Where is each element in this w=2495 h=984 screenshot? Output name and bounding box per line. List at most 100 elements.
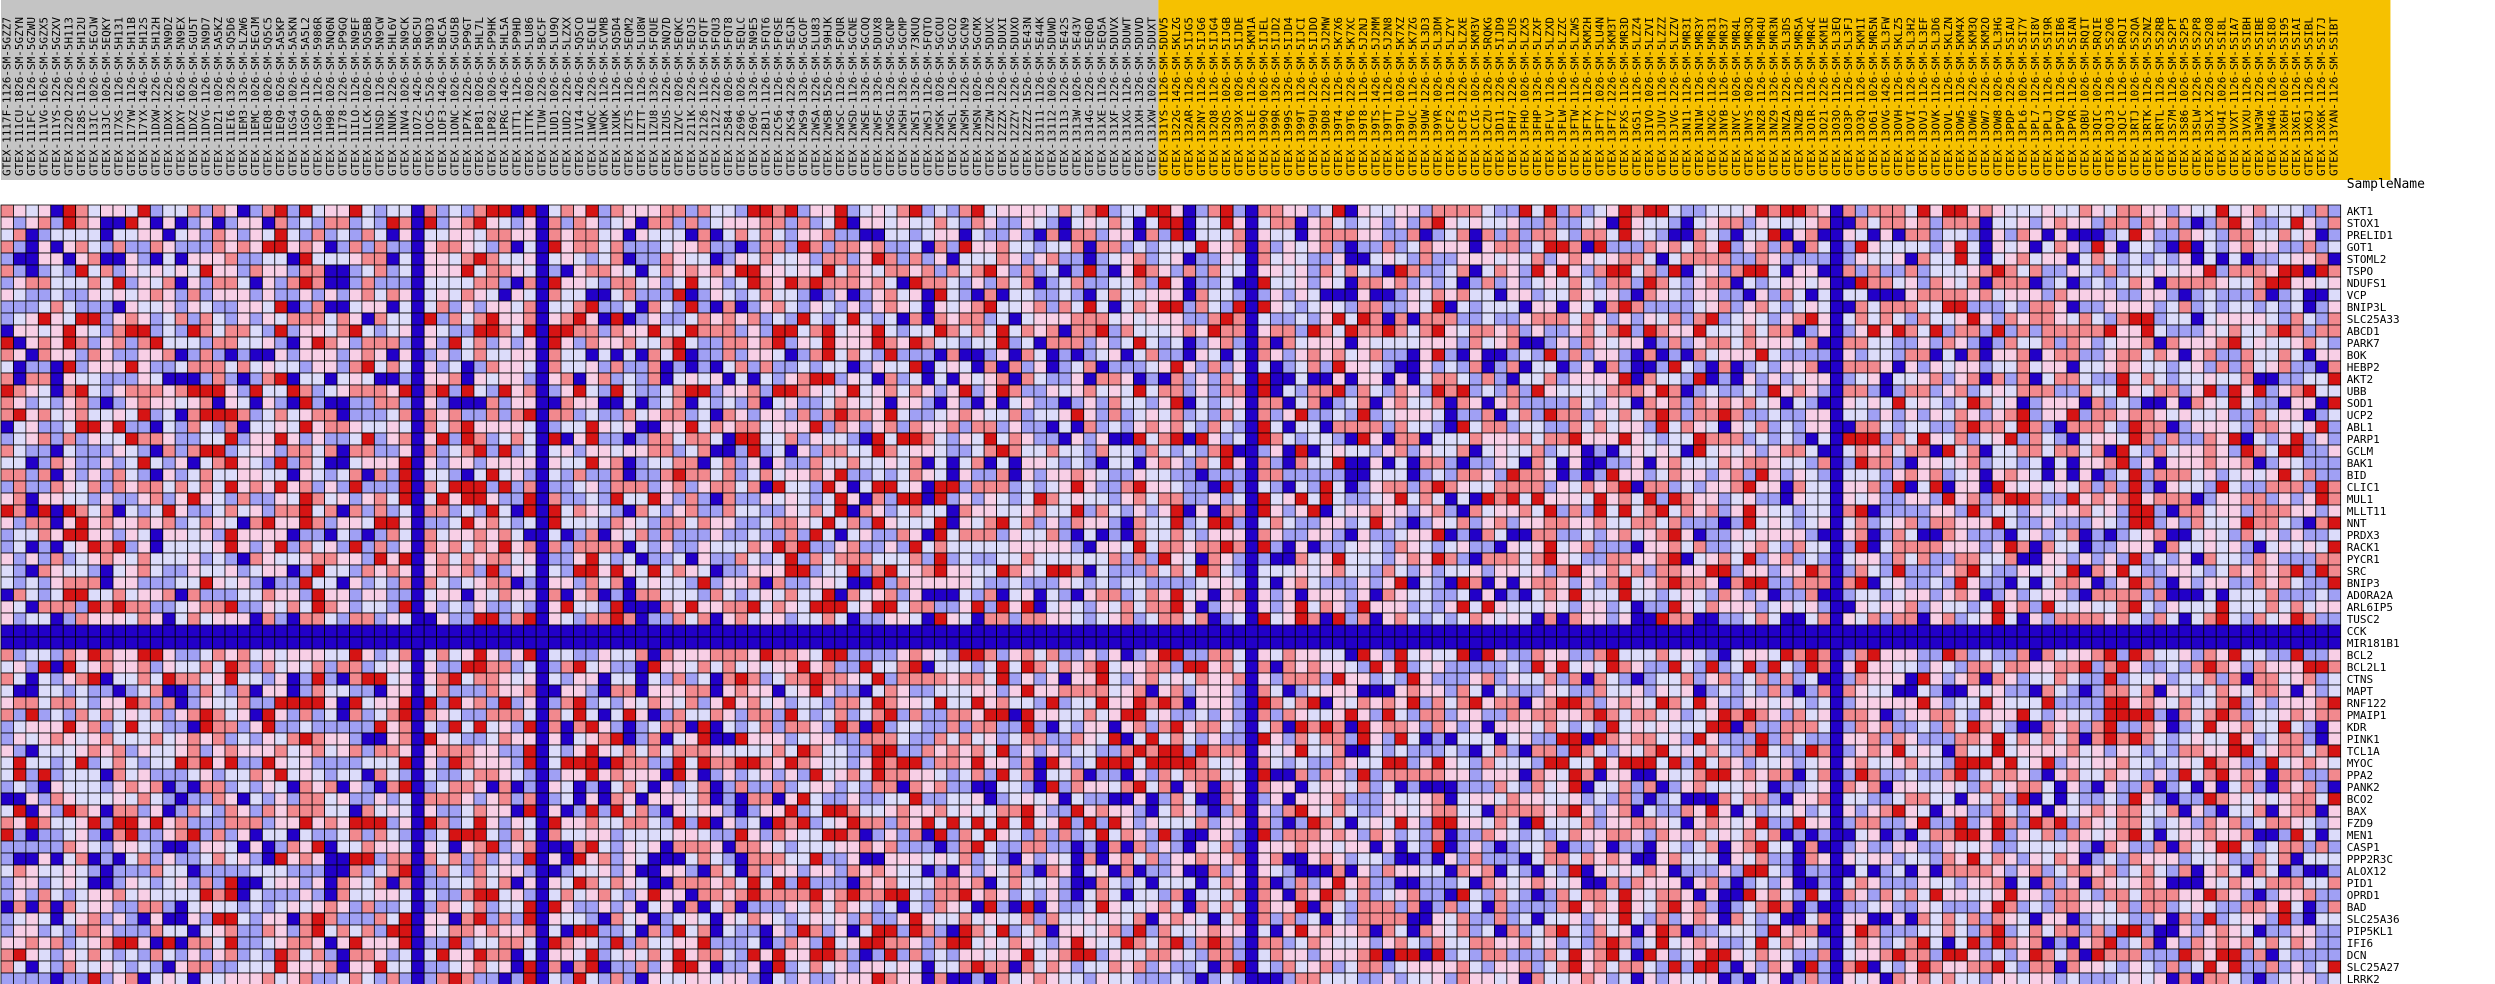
heatmap-cell: [2016, 252, 2030, 266]
heatmap-cell: [261, 276, 276, 290]
heatmap-cell: [361, 360, 375, 374]
heatmap-cell: [125, 480, 139, 494]
heatmap-cell: [237, 360, 251, 374]
heatmap-cell: [1469, 240, 1483, 254]
heatmap-cell: [871, 336, 886, 350]
heatmap-cell: [1332, 264, 1346, 278]
heatmap-cell: [921, 288, 935, 302]
heatmap-cell: [1842, 360, 1856, 374]
heatmap-cell: [1319, 276, 1334, 290]
heatmap-cell: [1929, 420, 1943, 434]
heatmap-cell: [946, 444, 960, 458]
heatmap-cell: [349, 240, 363, 254]
heatmap-cell: [1319, 288, 1334, 302]
heatmap-cell: [473, 408, 487, 422]
heatmap-cell: [1469, 444, 1483, 458]
heatmap-cell: [996, 480, 1010, 494]
heatmap-cell: [722, 372, 736, 386]
heatmap-cell: [622, 264, 637, 278]
heatmap-cell: [784, 216, 798, 230]
heatmap-cell: [336, 216, 350, 230]
heatmap-cell: [1718, 480, 1732, 494]
heatmap-cell: [1805, 240, 1819, 254]
heatmap-cell: [846, 216, 861, 230]
heatmap-cell: [2166, 432, 2180, 446]
heatmap-cell: [946, 360, 960, 374]
heatmap-cell: [585, 348, 599, 362]
heatmap-cell: [286, 336, 301, 350]
heatmap-cell: [1008, 228, 1022, 242]
heatmap-cell: [411, 360, 425, 374]
heatmap-cell: [585, 312, 599, 326]
heatmap-cell: [311, 276, 325, 290]
heatmap-cell: [25, 420, 39, 434]
heatmap-cell: [2302, 264, 2317, 278]
heatmap-cell: [212, 204, 226, 218]
sample-label: GTEX-12WSH-1326-SM-5GCMP: [896, 17, 909, 176]
heatmap-cell: [2078, 276, 2093, 290]
heatmap-cell: [660, 468, 674, 482]
sample-label: GTEX-11DXX-1226-SM-5N9DZ: [162, 17, 175, 176]
heatmap-cell: [112, 504, 126, 518]
heatmap-cell: [1767, 324, 1782, 338]
heatmap-cell: [199, 468, 213, 482]
heatmap-cell: [2066, 360, 2080, 374]
heatmap-cell: [2004, 336, 2018, 350]
heatmap-cell: [1245, 480, 1259, 494]
heatmap-cell: [1033, 240, 1047, 254]
heatmap-cell: [1506, 312, 1520, 326]
heatmap-cell: [1195, 372, 1209, 386]
heatmap-cell: [610, 480, 624, 494]
heatmap-cell: [1805, 492, 1819, 506]
heatmap-cell: [1543, 432, 1558, 446]
heatmap-cell: [1245, 360, 1259, 374]
heatmap-cell: [597, 312, 612, 326]
heatmap-cell: [1307, 432, 1321, 446]
heatmap-cell: [834, 444, 848, 458]
heatmap-cell: [909, 252, 923, 266]
sample-label: GTEX-13N2G-1126-SM-5MR31: [1705, 17, 1718, 176]
heatmap-cell: [2203, 204, 2217, 218]
heatmap-cell: [1805, 408, 1819, 422]
sample-label: GTEX-11TTK-1026-SM-5LU86: [523, 17, 536, 176]
heatmap-cell: [1817, 396, 1831, 410]
heatmap-cell: [1294, 312, 1309, 326]
heatmap-cell: [1195, 420, 1209, 434]
heatmap-cell: [1381, 204, 1396, 218]
heatmap-cell: [1157, 228, 1172, 242]
heatmap-cell: [137, 228, 151, 242]
heatmap-cell: [2054, 396, 2068, 410]
heatmap-cell: [274, 360, 288, 374]
sample-label: GTEX-13113-1226-SM-5E42S: [1058, 17, 1071, 176]
heatmap-cell: [25, 480, 39, 494]
heatmap-cell: [1755, 240, 1769, 254]
heatmap-cell: [971, 456, 985, 470]
heatmap-cell: [373, 468, 388, 482]
heatmap-cell: [933, 276, 948, 290]
heatmap-cell: [859, 396, 873, 410]
heatmap-cell: [485, 504, 500, 518]
heatmap-cell: [1718, 216, 1732, 230]
heatmap-cell: [1867, 432, 1881, 446]
heatmap-cell: [510, 336, 525, 350]
heatmap-cell: [2302, 432, 2317, 446]
heatmap-cell: [336, 336, 350, 350]
heatmap-cell: [1805, 372, 1819, 386]
heatmap-cell: [162, 444, 176, 458]
heatmap-cell: [349, 456, 363, 470]
heatmap-cell: [411, 336, 425, 350]
heatmap-cell: [1095, 312, 1110, 326]
heatmap-cell: [423, 300, 437, 314]
heatmap-cell: [610, 348, 624, 362]
heatmap-cell: [1680, 360, 1694, 374]
heatmap-cell: [261, 216, 276, 230]
heatmap-cell: [1195, 504, 1209, 518]
heatmap-cell: [2203, 252, 2217, 266]
heatmap-cell: [2066, 288, 2080, 302]
heatmap-cell: [2327, 444, 2342, 458]
heatmap-cell: [311, 456, 325, 470]
heatmap-cell: [2190, 468, 2205, 482]
heatmap-cell: [1394, 228, 1408, 242]
heatmap-cell: [1145, 216, 1159, 230]
heatmap-cell: [1021, 384, 1035, 398]
